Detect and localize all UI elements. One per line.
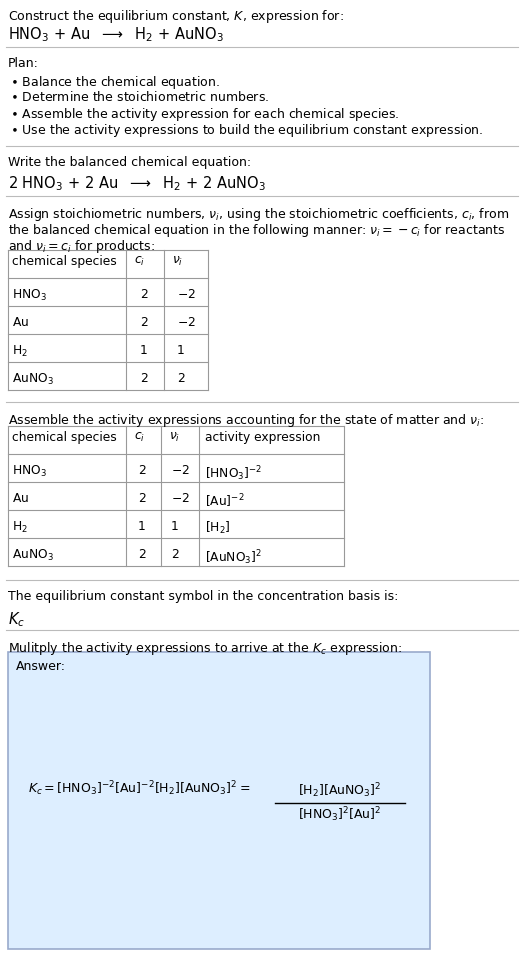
Text: chemical species: chemical species xyxy=(12,431,117,444)
Text: $\mathrm{HNO_3}$ + Au  $\longrightarrow$  $\mathrm{H_2}$ + $\mathrm{AuNO_3}$: $\mathrm{HNO_3}$ + Au $\longrightarrow$ … xyxy=(8,25,224,44)
Text: $[\mathrm{H_2}]$: $[\mathrm{H_2}]$ xyxy=(205,520,231,536)
Text: $\mathrm{H_2}$: $\mathrm{H_2}$ xyxy=(12,520,28,535)
Text: $K_c = [\mathrm{HNO_3}]^{-2} [\mathrm{Au}]^{-2} [\mathrm{H_2}] [\mathrm{AuNO_3}]: $K_c = [\mathrm{HNO_3}]^{-2} [\mathrm{Au… xyxy=(28,780,250,798)
Text: 1: 1 xyxy=(138,520,146,533)
Text: 2 $\mathrm{HNO_3}$ + 2 Au  $\longrightarrow$  $\mathrm{H_2}$ + 2 $\mathrm{AuNO_3: 2 $\mathrm{HNO_3}$ + 2 Au $\longrightarr… xyxy=(8,174,266,192)
Text: 2: 2 xyxy=(140,372,148,385)
Text: 2: 2 xyxy=(138,548,146,561)
Text: $\bullet$ Assemble the activity expression for each chemical species.: $\bullet$ Assemble the activity expressi… xyxy=(10,106,399,123)
Text: Mulitply the activity expressions to arrive at the $K_c$ expression:: Mulitply the activity expressions to arr… xyxy=(8,640,402,657)
Text: $[\mathrm{HNO_3}]^{-2}$: $[\mathrm{HNO_3}]^{-2}$ xyxy=(205,464,263,482)
Text: and $\nu_i = c_i$ for products:: and $\nu_i = c_i$ for products: xyxy=(8,238,155,255)
Text: chemical species: chemical species xyxy=(12,255,117,268)
Text: $\bullet$ Use the activity expressions to build the equilibrium constant express: $\bullet$ Use the activity expressions t… xyxy=(10,122,483,139)
Text: 2: 2 xyxy=(138,464,146,477)
Text: $[\mathrm{HNO_3}]^2 [\mathrm{Au}]^2$: $[\mathrm{HNO_3}]^2 [\mathrm{Au}]^2$ xyxy=(298,805,381,824)
Text: the balanced chemical equation in the following manner: $\nu_i = -c_i$ for react: the balanced chemical equation in the fo… xyxy=(8,222,506,239)
Text: $\mathrm{HNO_3}$: $\mathrm{HNO_3}$ xyxy=(12,288,47,303)
Text: $[\mathrm{AuNO_3}]^2$: $[\mathrm{AuNO_3}]^2$ xyxy=(205,548,262,567)
Text: $\mathrm{Au}$: $\mathrm{Au}$ xyxy=(12,492,29,505)
Text: 1: 1 xyxy=(177,344,185,357)
Text: Write the balanced chemical equation:: Write the balanced chemical equation: xyxy=(8,156,251,169)
Text: $c_i$: $c_i$ xyxy=(134,431,145,444)
Text: 2: 2 xyxy=(140,316,148,329)
Text: 1: 1 xyxy=(171,520,179,533)
Text: $\nu_i$: $\nu_i$ xyxy=(169,431,180,444)
Text: $-2$: $-2$ xyxy=(171,492,190,505)
Text: Plan:: Plan: xyxy=(8,57,39,70)
Text: $\bullet$ Determine the stoichiometric numbers.: $\bullet$ Determine the stoichiometric n… xyxy=(10,90,269,104)
Text: 2: 2 xyxy=(177,372,185,385)
Text: $\mathrm{AuNO_3}$: $\mathrm{AuNO_3}$ xyxy=(12,548,54,563)
Text: Construct the equilibrium constant, $K$, expression for:: Construct the equilibrium constant, $K$,… xyxy=(8,8,344,25)
Text: 1: 1 xyxy=(140,344,148,357)
Text: $c_i$: $c_i$ xyxy=(134,255,145,268)
Text: $\mathrm{H_2}$: $\mathrm{H_2}$ xyxy=(12,344,28,359)
Text: 2: 2 xyxy=(171,548,179,561)
Text: $\mathrm{HNO_3}$: $\mathrm{HNO_3}$ xyxy=(12,464,47,479)
Text: $-2$: $-2$ xyxy=(171,464,190,477)
Text: $\nu_i$: $\nu_i$ xyxy=(172,255,183,268)
Text: $\mathrm{AuNO_3}$: $\mathrm{AuNO_3}$ xyxy=(12,372,54,387)
Text: $\bullet$ Balance the chemical equation.: $\bullet$ Balance the chemical equation. xyxy=(10,74,220,91)
Text: $K_c$: $K_c$ xyxy=(8,610,25,629)
Text: Answer:: Answer: xyxy=(16,660,66,673)
Text: $[\mathrm{Au}]^{-2}$: $[\mathrm{Au}]^{-2}$ xyxy=(205,492,245,509)
Text: Assemble the activity expressions accounting for the state of matter and $\nu_i$: Assemble the activity expressions accoun… xyxy=(8,412,484,429)
Text: 2: 2 xyxy=(140,288,148,301)
Text: $[\mathrm{H_2}][\mathrm{AuNO_3}]^2$: $[\mathrm{H_2}][\mathrm{AuNO_3}]^2$ xyxy=(298,781,381,800)
Text: Assign stoichiometric numbers, $\nu_i$, using the stoichiometric coefficients, $: Assign stoichiometric numbers, $\nu_i$, … xyxy=(8,206,509,223)
Text: 2: 2 xyxy=(138,492,146,505)
Text: activity expression: activity expression xyxy=(205,431,320,444)
Text: $-2$: $-2$ xyxy=(177,288,196,301)
Text: The equilibrium constant symbol in the concentration basis is:: The equilibrium constant symbol in the c… xyxy=(8,590,398,603)
Text: $\mathrm{Au}$: $\mathrm{Au}$ xyxy=(12,316,29,329)
Text: $-2$: $-2$ xyxy=(177,316,196,329)
FancyBboxPatch shape xyxy=(8,652,430,949)
